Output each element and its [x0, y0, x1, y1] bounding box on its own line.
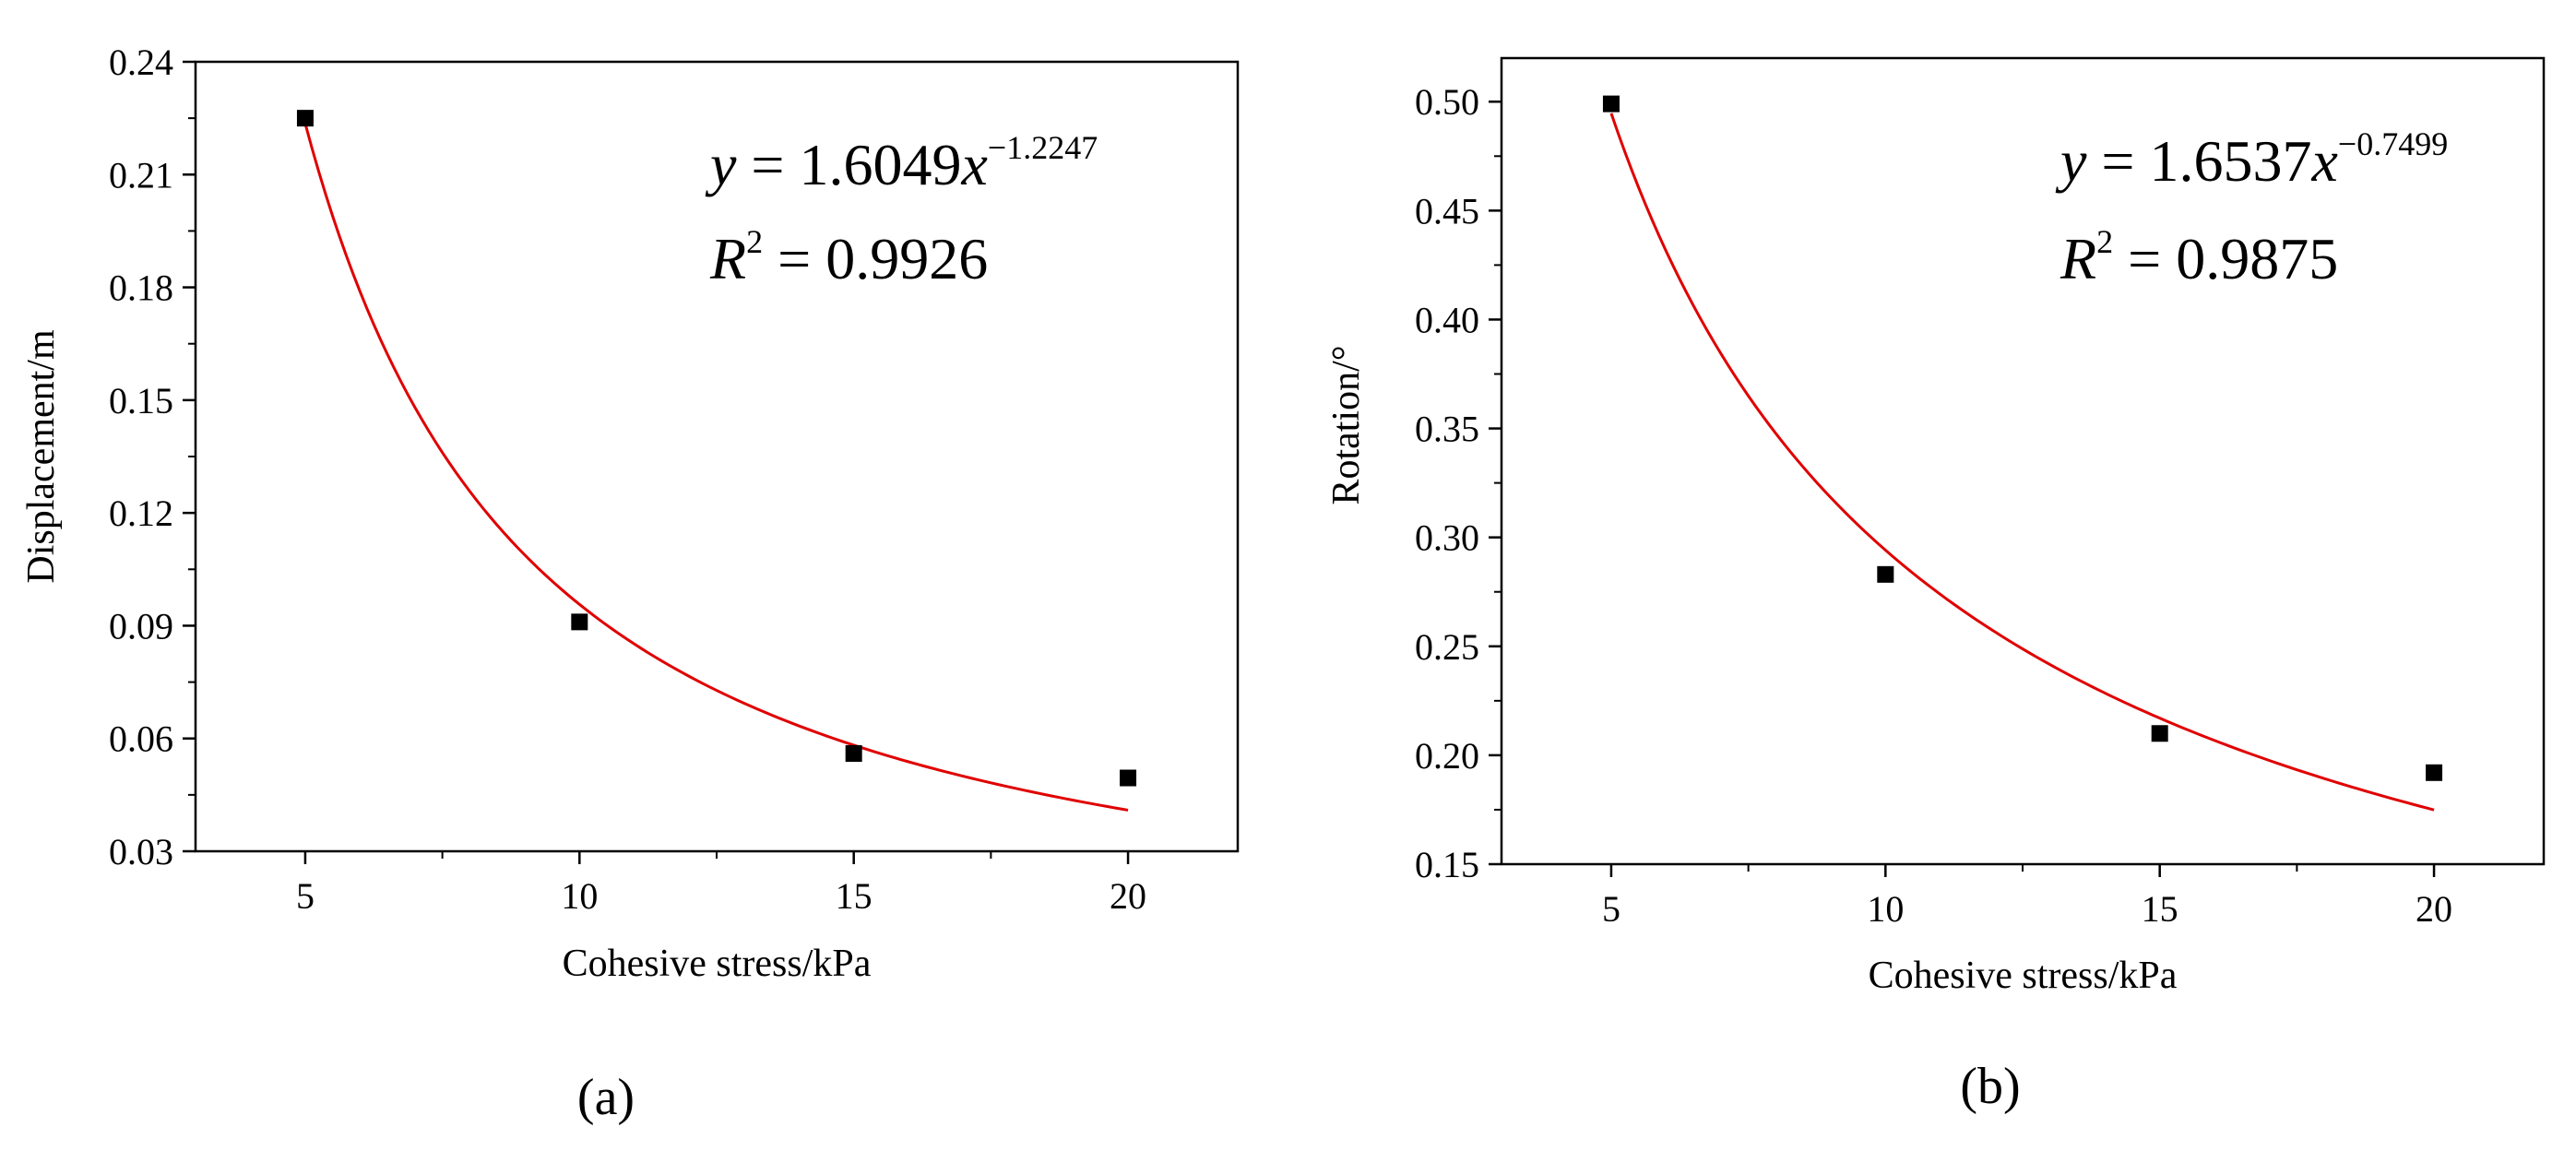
- equation-exponent: −0.7499: [2338, 125, 2448, 162]
- x-tick-label: 10: [1867, 888, 1904, 930]
- panel-caption: (a): [577, 1069, 635, 1126]
- y-axis-title: Displacement/m: [20, 329, 63, 584]
- y-tick-label: 0.30: [1415, 517, 1479, 559]
- y-tick-label: 0.15: [109, 380, 173, 421]
- y-tick-label: 0.15: [1415, 844, 1479, 885]
- r-squared-value: = 0.9926: [763, 226, 988, 291]
- y-tick-label: 0.35: [1415, 409, 1479, 450]
- x-axis-title: Cohesive stress/kPa: [1869, 955, 2178, 997]
- x-axis-title: Cohesive stress/kPa: [563, 943, 872, 985]
- y-tick-label: 0.06: [109, 718, 173, 760]
- y-axis-title: Rotation/°: [1325, 345, 1368, 504]
- data-point: [1877, 565, 1894, 583]
- y-tick-label: 0.24: [109, 42, 173, 83]
- x-tick-label: 10: [561, 875, 598, 917]
- equation-y: y: [705, 132, 737, 197]
- y-tick-label: 0.21: [109, 154, 173, 196]
- y-tick-label: 0.25: [1415, 626, 1479, 668]
- y-tick-label: 0.12: [109, 492, 173, 534]
- r-squared-symbol: R: [2060, 226, 2096, 291]
- data-point: [2426, 764, 2443, 781]
- panel-caption: (b): [1960, 1058, 2020, 1115]
- data-point: [1602, 95, 1620, 113]
- r-squared-value: = 0.9875: [2113, 226, 2338, 291]
- data-point: [296, 110, 314, 127]
- x-tick-label: 5: [1602, 888, 1620, 930]
- data-point: [571, 613, 588, 631]
- x-tick-label: 20: [2416, 888, 2452, 930]
- r-squared-superscript: 2: [2096, 223, 2113, 260]
- equation-label: y = 1.6537x−0.7499: [2055, 125, 2448, 194]
- equation-x: x: [961, 132, 988, 197]
- plot-frame: [1500, 56, 2546, 866]
- data-point: [1120, 769, 1137, 787]
- x-tick-label: 15: [2142, 888, 2178, 930]
- y-tick-label: 0.09: [109, 605, 173, 647]
- equation-exponent: −1.2247: [988, 129, 1098, 166]
- x-tick-label: 20: [1110, 875, 1146, 917]
- data-point: [845, 745, 862, 763]
- r-squared-symbol: R: [709, 226, 746, 291]
- equation-coefficient: = 1.6537: [2086, 128, 2311, 194]
- equation-label: y = 1.6049x−1.2247: [705, 129, 1098, 197]
- y-tick-label: 0.50: [1415, 81, 1479, 123]
- x-tick-label: 5: [296, 875, 315, 917]
- equation-x: x: [2311, 128, 2338, 194]
- y-tick-label: 0.45: [1415, 190, 1479, 231]
- y-tick-label: 0.18: [109, 267, 173, 309]
- equation-coefficient: = 1.6049: [736, 132, 961, 197]
- equation-y: y: [2055, 128, 2087, 194]
- y-tick-label: 0.40: [1415, 299, 1479, 340]
- fit-curve: [303, 123, 1129, 812]
- data-point: [2151, 725, 2168, 742]
- r-squared-superscript: 2: [746, 223, 763, 260]
- r-squared-label: R2 = 0.9875: [2060, 223, 2338, 291]
- fit-curve: [1609, 113, 2435, 812]
- x-tick-label: 15: [836, 875, 873, 917]
- chart-panel-b: Rotation/° Cohesive stress/kPa y = 1.653…: [1325, 56, 2546, 1115]
- y-tick-label: 0.03: [109, 831, 173, 872]
- r-squared-label: R2 = 0.9926: [709, 223, 988, 291]
- chart-panel-a: Displacement/m Cohesive stress/kPa y = 1…: [20, 42, 1240, 1126]
- y-tick-label: 0.20: [1415, 735, 1479, 777]
